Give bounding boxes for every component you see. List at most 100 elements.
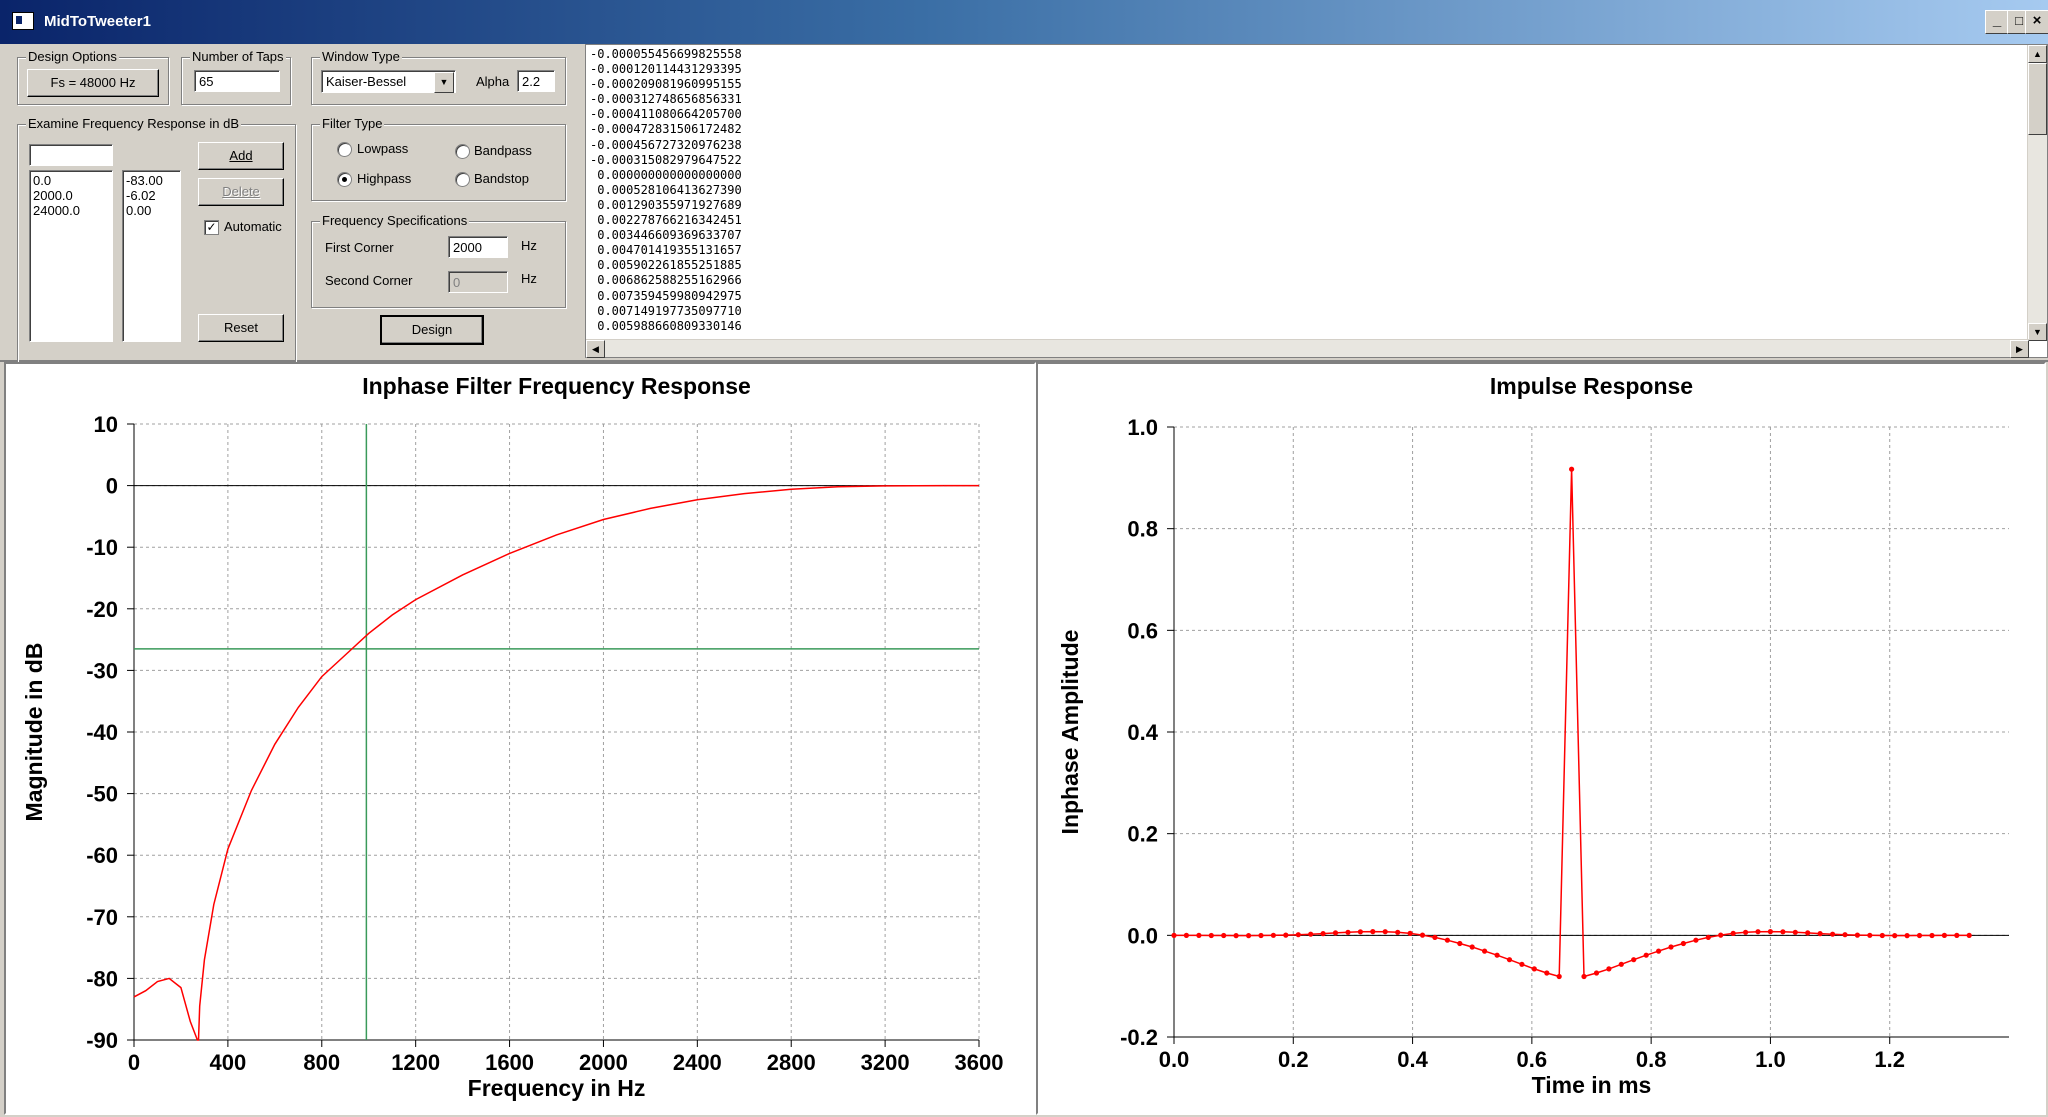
taps-input[interactable] [194,70,280,92]
y-tick-label: -90 [86,1028,118,1053]
impulse-sample-point [1867,932,1873,938]
list-item[interactable]: -83.00 [126,173,163,188]
coefficient-line: 0.001290355971927689 [590,197,742,212]
impulse-sample-point [1370,929,1376,935]
automatic-checkbox[interactable]: ✓ [204,220,219,235]
bandstop-radio[interactable] [455,172,470,187]
x-tick-label: 0.8 [1636,1047,1667,1072]
first-corner-input[interactable] [448,236,508,258]
list-item[interactable]: 2000.0 [33,188,73,203]
impulse-sample-point [1171,932,1177,939]
impulse-sample-point [1792,929,1798,935]
impulse-sample-point [1718,932,1724,938]
window-type-select[interactable]: Kaiser-Bessel ▼ [321,70,456,93]
scroll-up-arrow-icon[interactable]: ▲ [2028,45,2047,63]
bandpass-label: Bandpass [474,143,532,158]
vertical-scrollbar[interactable]: ▲ ▼ [2027,45,2047,341]
impulse-sample-point [1842,932,1848,938]
impulse-sample-point [1606,966,1612,972]
frequency-list[interactable]: 0.0 2000.0 24000.0 [29,170,113,342]
impulse-sample-point [1395,929,1401,935]
scroll-right-arrow-icon[interactable]: ▶ [2010,340,2029,358]
x-tick-label: 0 [128,1050,140,1075]
y-tick-label: -40 [86,720,118,745]
impulse-sample-point [1631,957,1637,963]
impulse-sample-point [1743,929,1749,935]
first-corner-unit: Hz [521,238,537,253]
x-tick-label: 1600 [485,1050,534,1075]
impulse-sample-point [1593,970,1600,976]
list-item[interactable]: -6.02 [126,188,156,203]
impulse-sample-point [1270,932,1276,938]
impulse-sample-point [1941,932,1947,939]
highpass-radio[interactable] [337,172,352,187]
impulse-sample-point [1904,933,1910,939]
y-tick-label: -50 [86,782,118,807]
impulse-response-chart: Impulse Response Time in ms Inphase Amplit… [1057,373,2009,1098]
coefficient-line: -0.000120114431293395 [590,62,742,77]
coefficient-line: 0.002278766216342451 [590,213,742,228]
coefficient-line: 0.000000000000000000 [590,167,742,182]
close-button[interactable]: × [2025,10,2048,34]
design-button[interactable]: Design [380,315,484,345]
add-button[interactable]: Add [198,142,284,170]
coefficient-line: -0.000055456699825558 [590,47,742,61]
impulse-sample-point [1854,932,1860,938]
impulse-sample-point [1233,933,1239,939]
x-tick-label: 3200 [861,1050,910,1075]
scroll-down-arrow-icon[interactable]: ▼ [2028,323,2047,341]
x-axis-label: Frequency in Hz [468,1075,646,1101]
y-axis-label: Inphase Amplitude [1057,630,1083,835]
alpha-input[interactable] [517,70,555,92]
second-corner-input[interactable] [448,271,508,293]
y-tick-label: 0.2 [1127,822,1158,847]
list-item[interactable]: 24000.0 [33,203,80,218]
frequency-response-panel: Inphase Filter Frequency Response Frequen… [4,362,1036,1115]
x-tick-label: 2000 [579,1050,628,1075]
impulse-sample-point [1643,952,1649,958]
minimize-button[interactable]: _ [1985,10,2009,34]
frequency-spec-legend: Frequency Specifications [320,213,470,228]
impulse-sample-point [1531,966,1537,972]
x-axis-label: Time in ms [1532,1072,1652,1098]
scroll-left-arrow-icon[interactable]: ◀ [586,340,605,358]
impulse-sample-point [1332,930,1339,936]
chevron-down-icon[interactable]: ▼ [434,72,454,93]
automatic-label: Automatic [224,219,282,234]
window-type-group: Window Type Kaiser-Bessel ▼ Alpha [311,49,566,105]
frequency-response-line [133,484,944,1041]
bandstop-label: Bandstop [474,171,529,186]
y-tick-label: -70 [86,905,118,930]
impulse-sample-point [1432,934,1438,941]
chart-title: Inphase Filter Frequency Response [362,373,751,399]
y-tick-label: -10 [86,535,118,560]
impulse-sample-point [1407,930,1413,937]
impulse-sample-point [1246,933,1252,939]
coefficient-line: 0.007359459980942975 [590,288,742,303]
delete-button[interactable]: Delete [198,178,284,206]
impulse-sample-point [1506,957,1513,963]
examine-frequency-input[interactable] [29,144,113,166]
bandpass-radio[interactable] [455,144,470,159]
reset-button[interactable]: Reset [198,314,284,342]
y-tick-label: 0 [106,474,118,499]
x-tick-label: 0.2 [1278,1047,1309,1072]
vertical-scroll-thumb[interactable] [2028,63,2047,135]
impulse-sample-point [1767,929,1773,935]
impulse-sample-point [1457,940,1463,947]
magnitude-list[interactable]: -83.00 -6.02 0.00 [122,170,181,342]
horizontal-scrollbar[interactable]: ◀ ▶ [586,339,2029,358]
coefficient-line: 0.003446609369633707 [590,228,742,243]
sample-rate-button[interactable]: Fs = 48000 Hz [27,69,159,97]
list-item[interactable]: 0.0 [33,173,52,188]
coefficient-output[interactable]: -0.000055456699825558 -0.0001201144312933… [585,44,2048,358]
list-item[interactable]: 0.00 [126,203,152,218]
impulse-sample-point [1196,932,1202,939]
coefficient-line: -0.000411080664205700 [590,107,742,122]
lowpass-radio[interactable] [337,142,352,157]
x-tick-label: 2800 [767,1050,816,1075]
coefficient-line: -0.000315082979647522 [590,152,742,167]
impulse-sample-point [1544,970,1550,976]
y-tick-label: -20 [86,597,118,622]
y-tick-label: -30 [86,658,118,683]
